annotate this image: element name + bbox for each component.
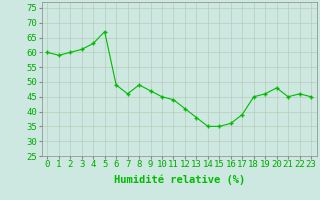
X-axis label: Humidité relative (%): Humidité relative (%) (114, 175, 245, 185)
